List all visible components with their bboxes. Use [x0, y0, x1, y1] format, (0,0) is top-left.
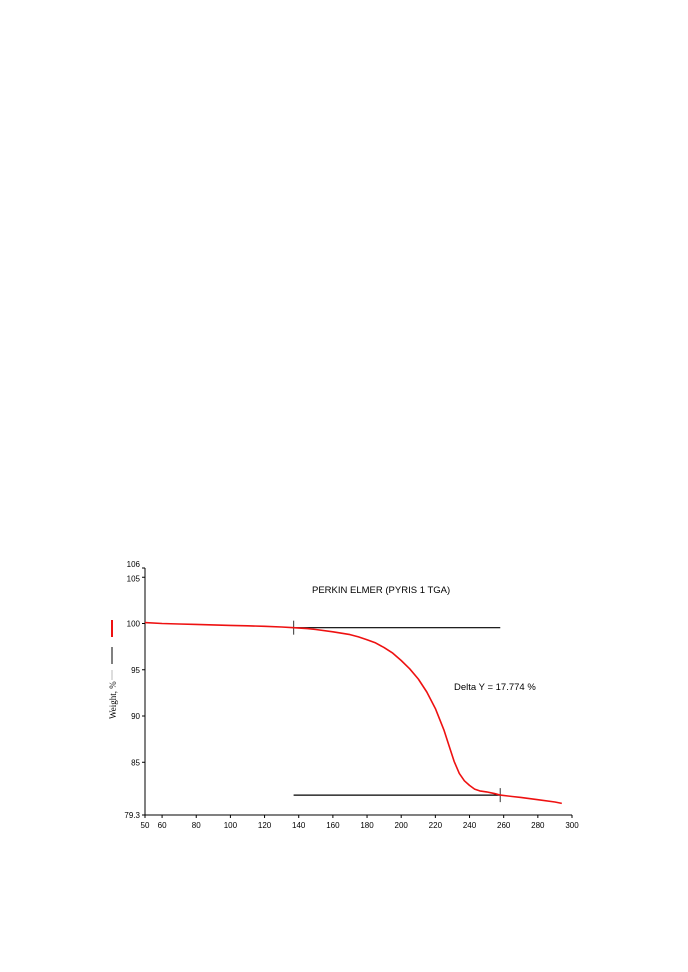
y-tick-label: 105 — [127, 574, 141, 583]
y-tick-labels: 79.3 85 90 95 100 105 106 — [124, 560, 140, 820]
x-tick-label: 160 — [326, 821, 340, 830]
x-tick-label: 120 — [258, 821, 272, 830]
x-tick-label: 140 — [292, 821, 306, 830]
x-tick-label: 100 — [224, 821, 238, 830]
y-tick-label: 85 — [131, 758, 140, 767]
x-tick-label: 220 — [429, 821, 443, 830]
chart-title: PERKIN ELMER (PYRIS 1 TGA) — [312, 585, 450, 596]
x-tick-label: 180 — [360, 821, 374, 830]
x-tick-label: 300 — [565, 821, 579, 830]
y-tick-label: 100 — [127, 620, 141, 629]
tick-marks — [142, 567, 573, 818]
x-tick-label: 240 — [463, 821, 477, 830]
y-tick-label: 90 — [131, 712, 140, 721]
x-tick-label: 80 — [192, 821, 201, 830]
x-tick-label: 60 — [158, 821, 167, 830]
x-tick-labels: 50 60 80 100 120 140 160 180 200 220 240 260 280 300 — [141, 821, 580, 830]
y-tick-label: 95 — [131, 666, 140, 675]
series-layer — [144, 621, 562, 805]
axes — [144, 568, 572, 816]
x-tick-label: 280 — [531, 821, 545, 830]
x-tick-label: 200 — [395, 821, 409, 830]
x-tick-label: 50 — [141, 821, 150, 830]
y-axis-label: Weight, % — [108, 681, 118, 719]
delta-y-annotation: Delta Y = 17.774 % — [454, 682, 536, 693]
y-tick-label: 79.3 — [124, 811, 140, 820]
weight-curve — [144, 621, 562, 805]
x-tick-label: 260 — [497, 821, 511, 830]
y-tick-label: 106 — [127, 560, 141, 569]
